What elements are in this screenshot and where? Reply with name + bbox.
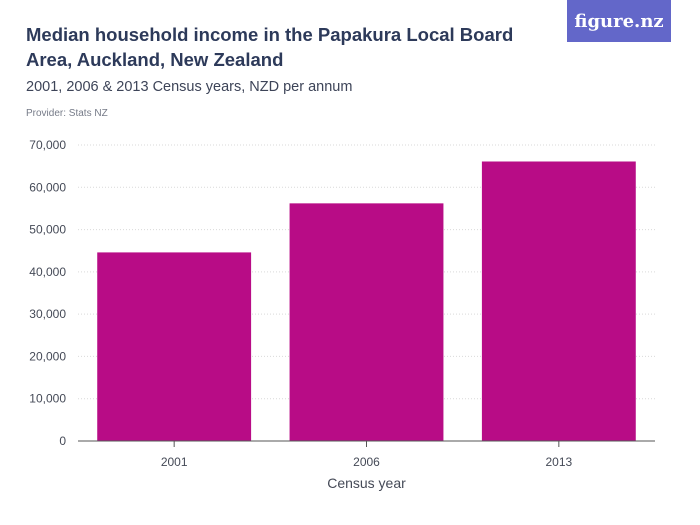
y-tick-label: 60,000 [29, 180, 66, 194]
y-tick-label: 0 [59, 434, 66, 448]
y-axis-ticks: 0 10,000 20,000 30,000 40,000 50,000 60,000 70,… [29, 138, 66, 448]
chart-title: Median household income in the Papakura … [26, 24, 514, 70]
y-tick-label: 70,000 [29, 138, 66, 152]
chart-subtitle: 2001, 2006 & 2013 Census years, NZD per … [26, 79, 353, 95]
y-tick-label: 20,000 [29, 349, 66, 363]
y-tick-label: 30,000 [29, 307, 66, 321]
x-tick-label: 2006 [353, 455, 380, 469]
x-axis-title: Census year [327, 475, 406, 491]
data-provider: Provider: Stats NZ [26, 108, 108, 119]
y-tick-label: 40,000 [29, 265, 66, 279]
bar [97, 252, 252, 441]
y-tick-label: 10,000 [29, 392, 66, 406]
x-tick-label: 2013 [545, 455, 572, 469]
y-tick-label: 50,000 [29, 223, 66, 237]
x-tick-label: 2001 [161, 455, 188, 469]
bar [289, 203, 444, 441]
bars [97, 161, 636, 441]
figure-nz-logo[interactable]: figure.nz [567, 0, 671, 42]
bar [481, 161, 636, 441]
x-axis-ticks: 2001 2006 2013 [161, 441, 573, 469]
